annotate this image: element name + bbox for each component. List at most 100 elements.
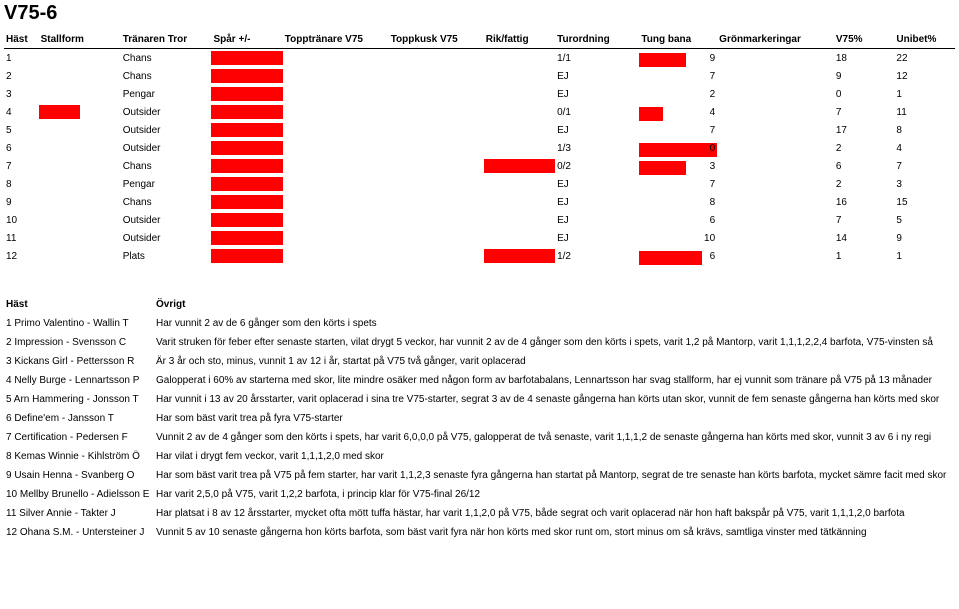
notes-hast: 1 Primo Valentino - Wallin T <box>4 314 154 333</box>
notes-row: 7 Certification - Pedersen FVunnit 2 av … <box>4 428 955 447</box>
table-row: 5OutsiderEJ7178 <box>4 121 955 139</box>
tranaren-tror-text: Outsider <box>121 105 212 120</box>
bar-fill <box>484 249 555 263</box>
unibet-pct-text: 5 <box>894 213 955 228</box>
gronmarkeringar-text <box>717 56 834 60</box>
unibet-pct-text: 1 <box>894 249 955 264</box>
tung-bana-text: 10 <box>639 231 717 246</box>
notes-hast: 11 Silver Annie - Takter J <box>4 504 154 523</box>
gronmarkeringar-text <box>717 164 834 168</box>
hast-num: 10 <box>4 213 39 228</box>
hast-num: 1 <box>4 51 39 66</box>
table-row: 12Plats1/2611 <box>4 247 955 265</box>
notes-row: 12 Ohana S.M. - Untersteiner JVunnit 5 a… <box>4 523 955 542</box>
notes-row: 4 Nelly Burge - Lennartsson PGalopperat … <box>4 371 955 390</box>
notes-row: 6 Define'em - Jansson THar som bäst vari… <box>4 409 955 428</box>
page-title: V75-6 <box>4 2 955 25</box>
notes-hast: 12 Ohana S.M. - Untersteiner J <box>4 523 154 542</box>
hast-num: 2 <box>4 69 39 84</box>
unibet-pct-text: 7 <box>894 159 955 174</box>
gronmarkeringar-text <box>717 128 834 132</box>
bar-fill <box>211 195 282 209</box>
bar-fill <box>211 123 282 137</box>
table-row: 3PengarEJ201 <box>4 85 955 103</box>
tung-bana-text: 7 <box>639 123 717 138</box>
tung-bana-text: 2 <box>639 87 717 102</box>
hast-num: 7 <box>4 159 39 174</box>
notes-row: 3 Kickans Girl - Pettersson RÄr 3 år och… <box>4 352 955 371</box>
table-row: 9ChansEJ81615 <box>4 193 955 211</box>
notes-row: 10 Mellby Brunello - Adielsson EHar vari… <box>4 485 955 504</box>
unibet-pct-text: 3 <box>894 177 955 192</box>
bar-fill <box>211 177 282 191</box>
notes-hast: 4 Nelly Burge - Lennartsson P <box>4 371 154 390</box>
unibet-pct-text: 11 <box>894 105 955 120</box>
turordning-text: EJ <box>555 231 639 246</box>
hast-num: 8 <box>4 177 39 192</box>
table-header: Tung bana <box>639 31 717 49</box>
table-header: Spår +/- <box>211 31 282 49</box>
gronmarkeringar-text <box>717 92 834 96</box>
tranaren-tror-text: Chans <box>121 51 212 66</box>
v75-pct-text: 2 <box>834 141 895 156</box>
notes-row: 5 Arn Hammering - Jonsson THar vunnit i … <box>4 390 955 409</box>
unibet-pct-text: 15 <box>894 195 955 210</box>
turordning-text: EJ <box>555 87 639 102</box>
table-header: Tränaren Tror <box>121 31 212 49</box>
notes-hast: 10 Mellby Brunello - Adielsson E <box>4 485 154 504</box>
bar-fill <box>211 231 282 245</box>
turordning-text: EJ <box>555 69 639 84</box>
notes-header-row: Häst Övrigt <box>4 295 955 314</box>
tranaren-tror-text: Pengar <box>121 87 212 102</box>
notes-ovrigt: Har som bäst varit trea på V75 på fem st… <box>154 466 955 485</box>
v75-pct-text: 6 <box>834 159 895 174</box>
v75-pct-text: 0 <box>834 87 895 102</box>
tranaren-tror-text: Outsider <box>121 213 212 228</box>
tranaren-tror-text: Outsider <box>121 123 212 138</box>
notes-row: 2 Impression - Svensson CVarit struken f… <box>4 333 955 352</box>
tung-bana-text: 3 <box>639 159 717 174</box>
tranaren-tror-text: Outsider <box>121 231 212 246</box>
unibet-pct-text: 9 <box>894 231 955 246</box>
turordning-text: 0/1 <box>555 105 639 120</box>
notes-ovrigt: Har som bäst varit trea på fyra V75-star… <box>154 409 955 428</box>
table-row: 4Outsider0/14711 <box>4 103 955 121</box>
bar-fill <box>211 69 282 83</box>
table-row: 6Outsider1/3024 <box>4 139 955 157</box>
gronmarkeringar-text <box>717 146 834 150</box>
bar-fill <box>211 87 282 101</box>
turordning-text: 1/2 <box>555 249 639 264</box>
turordning-text: EJ <box>555 177 639 192</box>
table-header-row: HästStallformTränaren TrorSpår +/-Topptr… <box>4 31 955 49</box>
v75-pct-text: 7 <box>834 213 895 228</box>
notes-ovrigt: Är 3 år och sto, minus, vunnit 1 av 12 i… <box>154 352 955 371</box>
notes-header-ovrigt: Övrigt <box>154 295 955 314</box>
hast-num: 5 <box>4 123 39 138</box>
notes-table: Häst Övrigt 1 Primo Valentino - Wallin T… <box>4 295 955 542</box>
unibet-pct-text: 1 <box>894 87 955 102</box>
notes-ovrigt: Vunnit 2 av de 4 gånger som den körts i … <box>154 428 955 447</box>
notes-hast: 9 Usain Henna - Svanberg O <box>4 466 154 485</box>
notes-ovrigt: Har vunnit i 13 av 20 årsstarter, varit … <box>154 390 955 409</box>
notes-ovrigt: Har vunnit 2 av de 6 gånger som den kört… <box>154 314 955 333</box>
turordning-text: 1/3 <box>555 141 639 156</box>
gronmarkeringar-text <box>717 218 834 222</box>
notes-row: 9 Usain Henna - Svanberg OHar som bäst v… <box>4 466 955 485</box>
hast-num: 6 <box>4 141 39 156</box>
tung-bana-text: 7 <box>639 177 717 192</box>
tranaren-tror-text: Chans <box>121 69 212 84</box>
gronmarkeringar-text <box>717 200 834 204</box>
table-row: 10OutsiderEJ675 <box>4 211 955 229</box>
notes-header-hast: Häst <box>4 295 154 314</box>
notes-ovrigt: Varit struken för feber efter senaste st… <box>154 333 955 352</box>
unibet-pct-text: 4 <box>894 141 955 156</box>
hast-num: 4 <box>4 105 39 120</box>
gronmarkeringar-text <box>717 182 834 186</box>
table-header: V75% <box>834 31 895 49</box>
gronmarkeringar-text <box>717 254 834 258</box>
bar-fill <box>211 213 282 227</box>
gronmarkeringar-text <box>717 74 834 78</box>
table-header: Toppkusk V75 <box>389 31 484 49</box>
turordning-text: EJ <box>555 213 639 228</box>
bar-fill <box>211 249 282 263</box>
